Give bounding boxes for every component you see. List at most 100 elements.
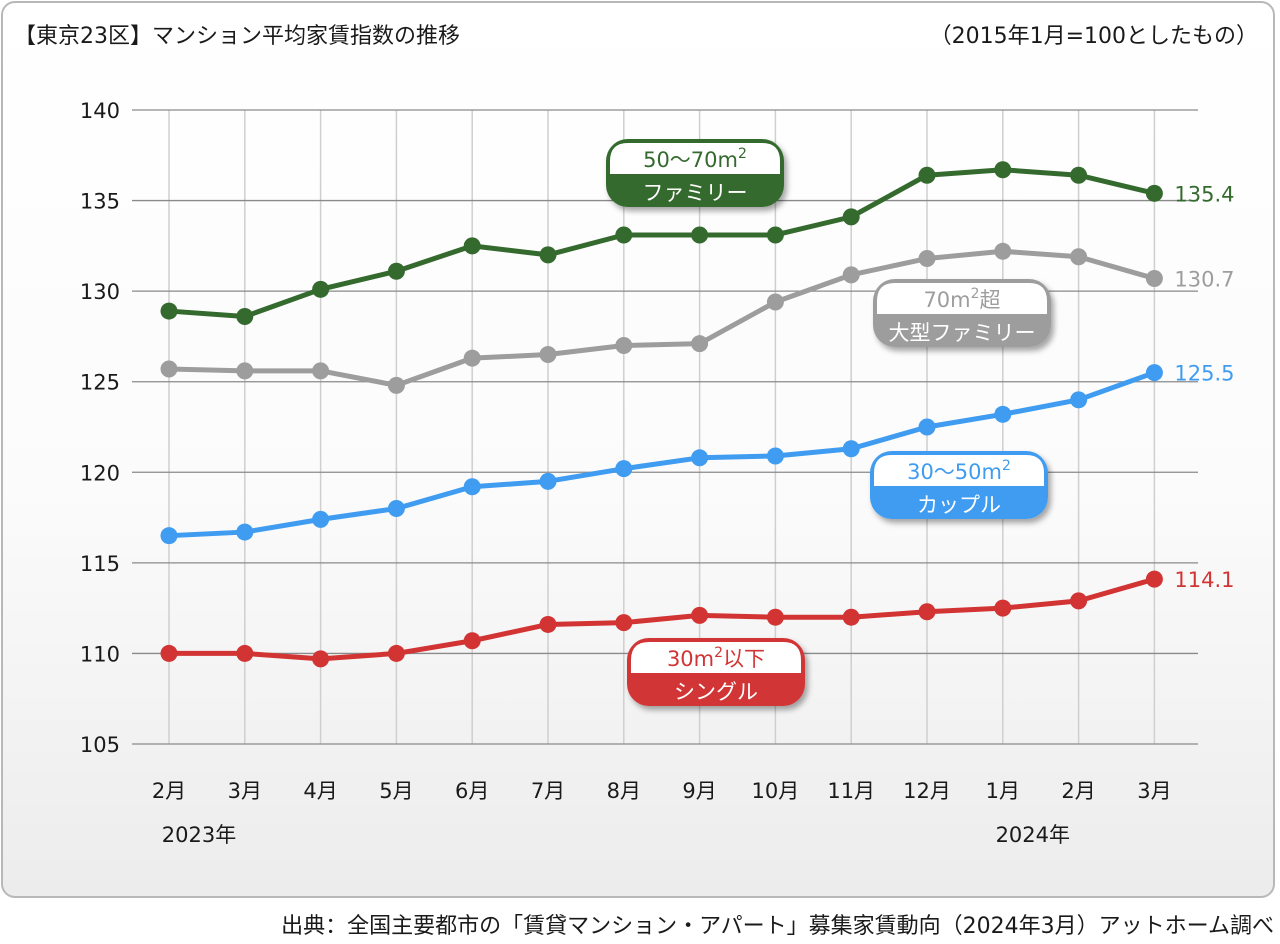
series-line-single [166,576,1157,662]
legend-pill-label-top: 70m2超 [923,286,1000,312]
data-point-family [312,280,330,298]
series-line-family [166,167,1157,320]
series-family: 135.4 [160,161,1235,326]
x-tick-label: 2月 [1061,779,1095,803]
legend-pill-family: 50〜70m2 ファミリー [606,139,784,207]
data-point-couple [312,510,330,528]
y-tick-label: 105 [80,733,120,757]
end-value-label-couple: 125.5 [1174,362,1234,386]
end-value-label-family: 135.4 [1174,182,1234,206]
x-tick-label: 5月 [379,779,413,803]
legend-pill-label-bottom: ファミリー [643,181,748,205]
data-point-couple [1070,391,1088,409]
x-tick-label: 3月 [228,779,262,803]
data-point-family [463,237,481,255]
y-tick-label: 110 [80,642,120,666]
x-tick-label: 10月 [752,779,800,803]
series-single: 114.1 [160,568,1235,668]
y-tick-label: 130 [80,280,120,304]
index-base-note: （2015年1月=100としたもの） [929,24,1258,49]
x-tick-label: 1月 [986,779,1020,803]
x-tick-label: 11月 [827,779,875,803]
data-point-large [236,362,254,380]
data-point-family [691,226,709,244]
legend-pill-label-top: 30〜50m2 [907,458,1011,484]
data-point-large [463,349,481,367]
data-point-family [1070,166,1088,184]
data-point-family [615,226,633,244]
data-point-couple [994,405,1012,423]
y-tick-label: 125 [80,371,120,395]
x-tick-label: 3月 [1137,779,1171,803]
data-point-single [539,615,557,633]
end-value-label-single: 114.1 [1174,568,1234,592]
data-point-single [691,606,709,624]
data-point-large [387,376,405,394]
data-point-family [994,161,1012,179]
legend-pill-top [631,642,801,673]
data-point-large [615,336,633,354]
year-label: 2024年 [996,823,1070,847]
data-point-large [1145,269,1163,287]
data-point-couple [160,527,178,545]
data-point-single [766,608,784,626]
chart-title: 【東京23区】マンション平均家賃指数の推移 [14,24,460,49]
legend-pill-label-bottom: 大型ファミリー [889,321,1036,345]
legend-pill-label-bottom: カップル [917,493,1001,517]
data-point-couple [1145,364,1163,382]
series-line-large [166,248,1157,388]
y-tick-label: 140 [80,99,120,123]
legend-pill-top [610,143,780,174]
data-point-single [463,632,481,650]
data-point-single [236,644,254,662]
data-point-couple [842,440,860,458]
series-large: 130.7 [160,242,1235,394]
data-point-large [842,266,860,284]
series-line-couple [166,370,1157,539]
data-point-large [1070,248,1088,266]
data-point-couple [236,523,254,541]
legend-pill-label-top: 50〜70m2 [643,146,747,172]
x-tick-label: 12月 [903,779,951,803]
data-point-large [691,335,709,353]
data-point-couple [918,418,936,436]
data-point-large [539,346,557,364]
legend-pill-couple: 30〜50m2 カップル [870,451,1048,519]
legend-pill-top [877,283,1047,314]
data-point-couple [539,472,557,490]
data-point-family [539,246,557,264]
data-point-large [918,250,936,268]
x-tick-label: 2月 [152,779,186,803]
data-point-single [312,650,330,668]
legend-pill-label-top: 30m2以下 [667,645,765,671]
data-point-single [1145,570,1163,588]
source-note: 出典：全国主要都市の「賃貸マンション・アパート」募集家賃動向（2024年3月）ア… [281,914,1274,939]
data-point-single [160,644,178,662]
data-point-single [1070,592,1088,610]
data-point-family [1145,184,1163,202]
data-point-single [387,644,405,662]
data-point-couple [691,449,709,467]
year-label: 2023年 [162,823,236,847]
data-point-large [766,293,784,311]
x-tick-label: 6月 [455,779,489,803]
data-point-couple [387,500,405,518]
x-tick-label: 8月 [607,779,641,803]
data-point-large [160,360,178,378]
data-point-single [994,599,1012,617]
data-point-family [387,262,405,280]
data-point-family [918,166,936,184]
y-tick-label: 135 [80,190,120,214]
data-point-family [236,308,254,326]
legend-pill-top [874,455,1044,486]
x-tick-label: 4月 [303,779,337,803]
data-point-large [994,242,1012,260]
data-point-single [918,603,936,621]
end-value-label-large: 130.7 [1174,267,1234,291]
series-couple: 125.5 [160,362,1235,545]
legend-pill-label-bottom: シングル [674,680,758,704]
data-point-family [766,226,784,244]
